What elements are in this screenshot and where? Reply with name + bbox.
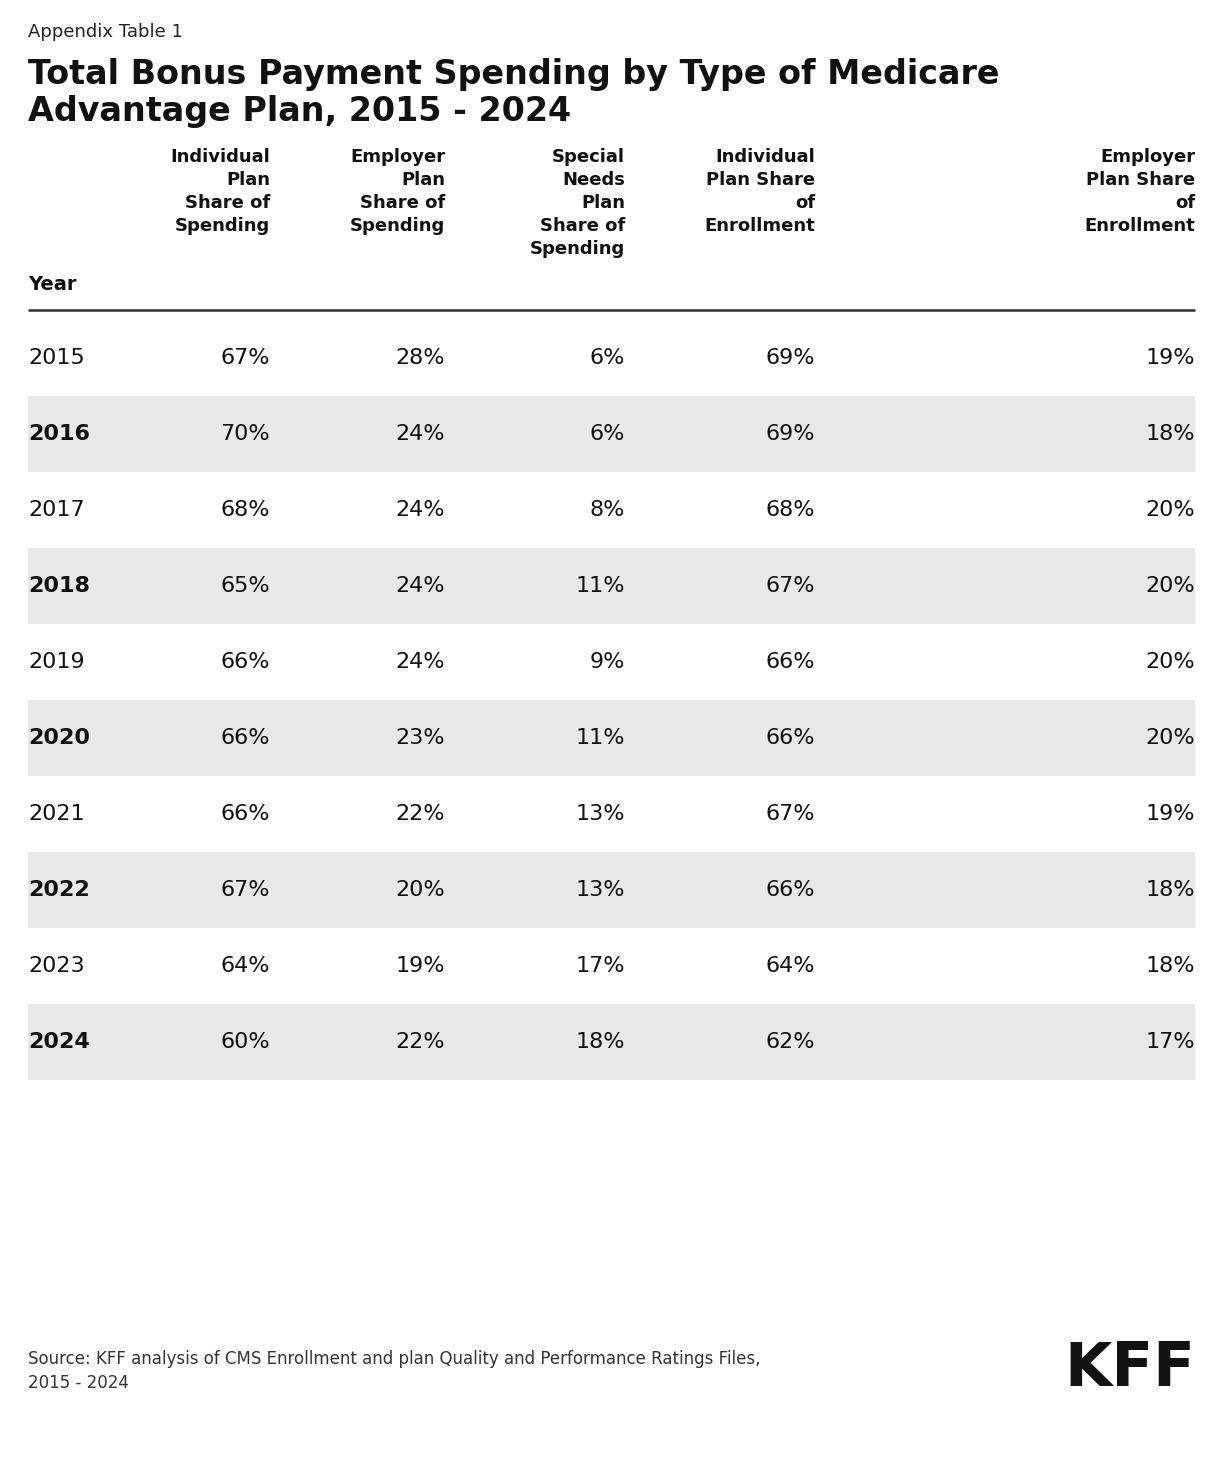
- Text: 60%: 60%: [221, 1032, 270, 1053]
- Text: Advantage Plan, 2015 - 2024: Advantage Plan, 2015 - 2024: [28, 95, 571, 128]
- Text: 2019: 2019: [28, 652, 84, 672]
- Text: Special
Needs
Plan
Share of
Spending: Special Needs Plan Share of Spending: [529, 149, 625, 258]
- Text: 66%: 66%: [765, 652, 815, 672]
- Text: 66%: 66%: [221, 652, 270, 672]
- Bar: [28, 548, 1196, 624]
- Text: 6%: 6%: [589, 424, 625, 445]
- Text: 17%: 17%: [576, 956, 625, 975]
- Text: Individual
Plan Share
of
Enrollment: Individual Plan Share of Enrollment: [704, 149, 815, 235]
- Text: 20%: 20%: [1146, 728, 1196, 748]
- Text: 17%: 17%: [1146, 1032, 1196, 1053]
- Text: 64%: 64%: [221, 956, 270, 975]
- Text: 62%: 62%: [765, 1032, 815, 1053]
- Text: 66%: 66%: [221, 728, 270, 748]
- Text: 69%: 69%: [765, 424, 815, 445]
- Text: 24%: 24%: [395, 576, 445, 596]
- Text: KFF: KFF: [1064, 1340, 1196, 1400]
- Text: 23%: 23%: [395, 728, 445, 748]
- Text: 2020: 2020: [28, 728, 90, 748]
- Text: 18%: 18%: [576, 1032, 625, 1053]
- Text: Appendix Table 1: Appendix Table 1: [28, 23, 183, 41]
- Text: 68%: 68%: [765, 500, 815, 521]
- Text: Employer
Plan
Share of
Spending: Employer Plan Share of Spending: [350, 149, 445, 235]
- Bar: [28, 624, 1196, 700]
- Text: 8%: 8%: [589, 500, 625, 521]
- Text: 67%: 67%: [221, 348, 270, 367]
- Text: 13%: 13%: [576, 881, 625, 900]
- Text: 65%: 65%: [221, 576, 270, 596]
- Text: 66%: 66%: [765, 881, 815, 900]
- Text: 28%: 28%: [395, 348, 445, 367]
- Text: 11%: 11%: [576, 728, 625, 748]
- Bar: [28, 927, 1196, 1005]
- Text: 66%: 66%: [765, 728, 815, 748]
- Text: 64%: 64%: [765, 956, 815, 975]
- Text: 2024: 2024: [28, 1032, 90, 1053]
- Text: 19%: 19%: [1146, 803, 1196, 824]
- Text: 69%: 69%: [765, 348, 815, 367]
- Bar: [28, 700, 1196, 776]
- Text: 24%: 24%: [395, 652, 445, 672]
- Text: 20%: 20%: [395, 881, 445, 900]
- Text: Source: KFF analysis of CMS Enrollment and plan Quality and Performance Ratings : Source: KFF analysis of CMS Enrollment a…: [28, 1350, 760, 1391]
- Bar: [28, 319, 1196, 397]
- Text: 67%: 67%: [765, 803, 815, 824]
- Text: 2022: 2022: [28, 881, 90, 900]
- Bar: [28, 397, 1196, 472]
- Text: 66%: 66%: [221, 803, 270, 824]
- Text: 6%: 6%: [589, 348, 625, 367]
- Text: 22%: 22%: [395, 803, 445, 824]
- Text: 20%: 20%: [1146, 576, 1196, 596]
- Text: Employer
Plan Share
of
Enrollment: Employer Plan Share of Enrollment: [1085, 149, 1196, 235]
- Text: 2015: 2015: [28, 348, 84, 367]
- Text: 13%: 13%: [576, 803, 625, 824]
- Text: 2018: 2018: [28, 576, 90, 596]
- Bar: [28, 1005, 1196, 1080]
- Text: 18%: 18%: [1146, 881, 1196, 900]
- Text: 18%: 18%: [1146, 424, 1196, 445]
- Text: Total Bonus Payment Spending by Type of Medicare: Total Bonus Payment Spending by Type of …: [28, 58, 999, 90]
- Bar: [28, 776, 1196, 851]
- Text: 24%: 24%: [395, 500, 445, 521]
- Text: 70%: 70%: [221, 424, 270, 445]
- Text: Year: Year: [28, 276, 77, 295]
- Bar: [28, 851, 1196, 927]
- Text: 68%: 68%: [221, 500, 270, 521]
- Text: 67%: 67%: [221, 881, 270, 900]
- Text: 2016: 2016: [28, 424, 90, 445]
- Bar: [28, 472, 1196, 548]
- Text: 20%: 20%: [1146, 500, 1196, 521]
- Text: 19%: 19%: [395, 956, 445, 975]
- Text: 67%: 67%: [765, 576, 815, 596]
- Text: 2017: 2017: [28, 500, 84, 521]
- Text: 20%: 20%: [1146, 652, 1196, 672]
- Text: Individual
Plan
Share of
Spending: Individual Plan Share of Spending: [171, 149, 270, 235]
- Text: 2021: 2021: [28, 803, 84, 824]
- Text: 9%: 9%: [589, 652, 625, 672]
- Text: 18%: 18%: [1146, 956, 1196, 975]
- Text: 24%: 24%: [395, 424, 445, 445]
- Text: 19%: 19%: [1146, 348, 1196, 367]
- Text: 2023: 2023: [28, 956, 84, 975]
- Text: 22%: 22%: [395, 1032, 445, 1053]
- Text: 11%: 11%: [576, 576, 625, 596]
